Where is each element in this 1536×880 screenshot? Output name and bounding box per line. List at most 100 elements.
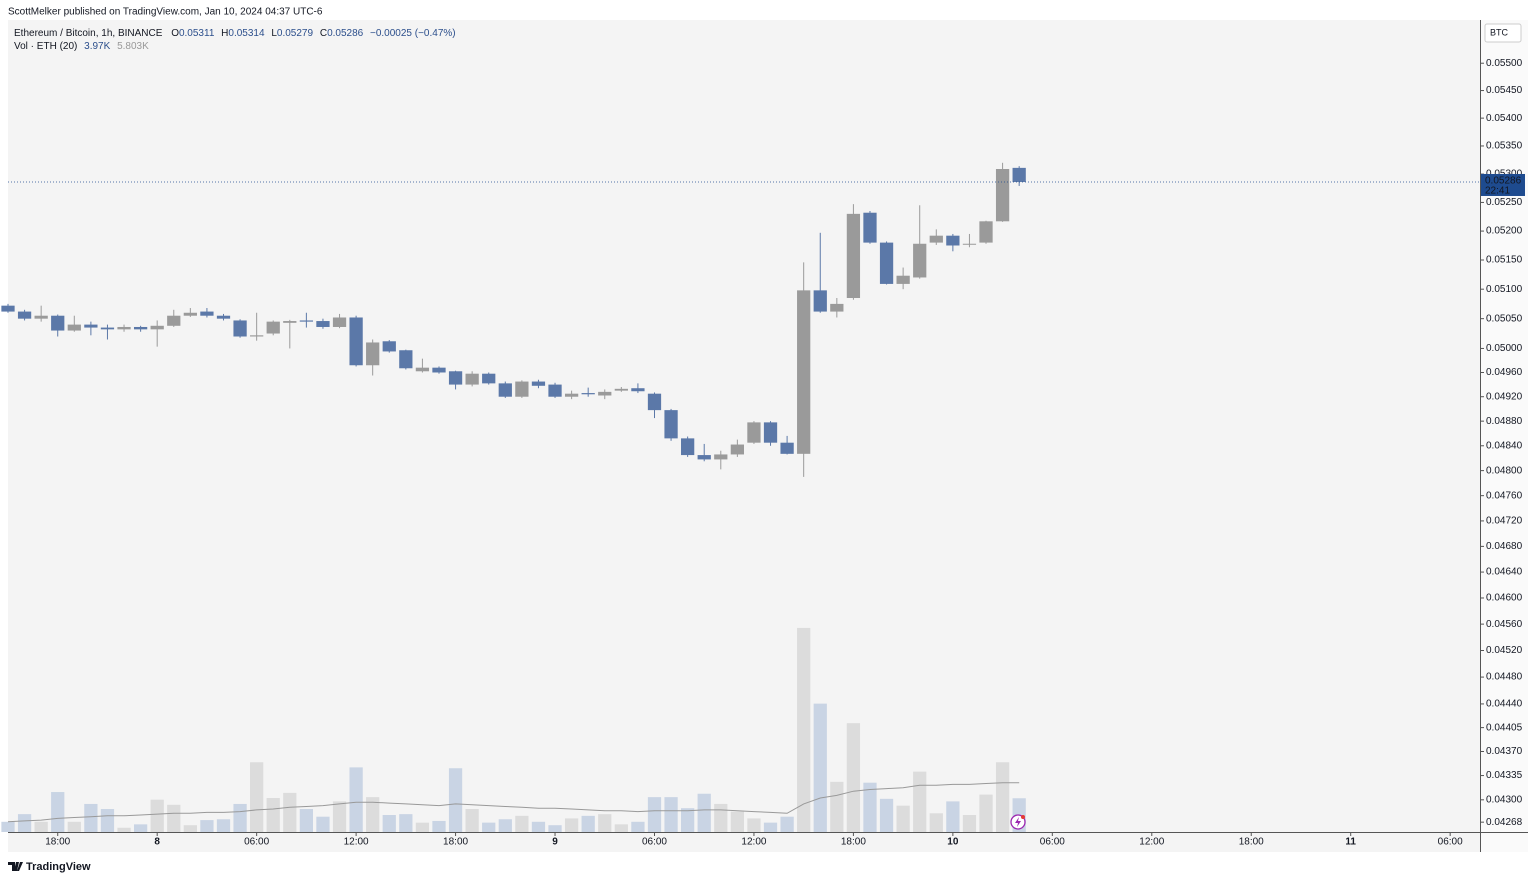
y-tick-label: 0.04960 — [1486, 367, 1523, 378]
legend-h: H — [221, 28, 228, 39]
x-tick-label: 10 — [947, 837, 959, 848]
legend: Ethereum / Bitcoin, 1h, BINANCE O0.05311… — [14, 28, 456, 39]
volume-bar — [598, 814, 612, 832]
volume-bar — [995, 762, 1010, 832]
volume-bar — [813, 703, 827, 832]
candle-body — [780, 442, 794, 454]
volume-title: Vol · ETH (20) — [14, 41, 77, 52]
y-tick-label: 0.05150 — [1486, 255, 1523, 266]
candle-body — [979, 221, 993, 243]
candle-body — [548, 384, 562, 397]
symbol-title: Ethereum / Bitcoin, 1h, BINANCE — [14, 28, 163, 39]
candle-body — [515, 381, 529, 397]
volume-bar — [51, 792, 65, 832]
candle-body — [598, 391, 612, 396]
candle-body — [498, 383, 512, 397]
candle-body — [946, 235, 960, 246]
candle-body — [200, 311, 214, 316]
candle-body — [681, 438, 695, 456]
candle-body — [51, 315, 65, 331]
volume-bar — [299, 809, 314, 832]
y-tick-label: 0.05500 — [1486, 58, 1523, 69]
volume-bar — [448, 768, 463, 832]
volume-bar — [316, 816, 330, 832]
y-tick-label: 0.04680 — [1486, 541, 1523, 552]
candle-body — [1, 305, 15, 312]
volume-bar — [399, 814, 413, 832]
legend-open: 0.05311 — [179, 28, 215, 39]
volume-bar — [465, 809, 479, 832]
candle-body — [382, 341, 396, 352]
volume-bar — [896, 805, 910, 832]
candle-body — [100, 327, 115, 330]
volume-bar — [17, 814, 32, 832]
volume-bar — [664, 797, 678, 832]
candle-body — [879, 242, 894, 284]
volume-bar — [913, 771, 927, 832]
volume-bar — [250, 762, 264, 832]
y-tick-label: 0.04840 — [1486, 440, 1523, 451]
x-tick-label: 18:00 — [1239, 837, 1264, 848]
candle-body — [448, 371, 463, 385]
last-price-label: 0.05286 — [1485, 176, 1522, 187]
volume-bar — [929, 813, 943, 832]
volume-bar — [283, 792, 297, 832]
candle-body — [664, 410, 678, 439]
y-tick-label: 0.04268 — [1486, 817, 1523, 828]
candle-body — [34, 315, 48, 319]
volume-bar — [747, 818, 761, 832]
volume-bar — [730, 811, 744, 832]
volume-bar — [167, 804, 181, 832]
candle-body — [763, 422, 778, 443]
volume-bar — [846, 723, 861, 832]
candle-body — [266, 321, 280, 334]
candle-body — [531, 381, 546, 386]
legend-l: L — [271, 28, 277, 39]
volume-bar — [946, 801, 960, 832]
y-tick-label: 0.04920 — [1486, 391, 1523, 402]
candle-body — [415, 367, 430, 372]
candle-body — [1012, 167, 1026, 182]
candle-body — [747, 422, 761, 443]
candle-body — [846, 213, 861, 299]
legend-o: O — [171, 28, 179, 39]
x-tick-label: 12:00 — [741, 837, 766, 848]
currency-label: BTC — [1490, 27, 1509, 37]
volume-bar — [67, 821, 81, 832]
volume-bar — [548, 825, 562, 832]
y-tick-label: 0.04760 — [1486, 490, 1523, 501]
y-tick-label: 0.04600 — [1486, 593, 1523, 604]
candle-body — [896, 275, 910, 284]
volume-bar — [531, 821, 546, 832]
volume-bar — [415, 822, 430, 832]
candle-body — [714, 454, 728, 460]
volume-bar — [797, 627, 811, 832]
volume-bar — [366, 797, 380, 832]
footer-logo: TradingView — [8, 861, 91, 873]
y-tick-label: 0.05050 — [1486, 313, 1523, 324]
candle-body — [863, 212, 877, 243]
candle-body — [913, 243, 927, 278]
volume-bar — [117, 827, 131, 832]
volume-bar — [482, 822, 496, 832]
x-tick-label: 12:00 — [344, 837, 369, 848]
y-tick-label: 0.04480 — [1486, 672, 1523, 683]
volume-bar — [84, 803, 98, 832]
currency-box — [1484, 23, 1522, 43]
last-price-box — [1481, 173, 1525, 196]
volume-bar — [515, 815, 529, 832]
candle-body — [84, 324, 98, 328]
y-tick-label: 0.04335 — [1486, 770, 1523, 781]
candle-body — [67, 324, 81, 331]
x-tick-label: 9 — [552, 837, 558, 848]
candle-body — [631, 388, 645, 392]
y-tick-label: 0.04880 — [1486, 416, 1523, 427]
legend-high: 0.05314 — [228, 28, 265, 39]
y-tick-label: 0.05450 — [1486, 85, 1523, 96]
volume-bar — [498, 819, 512, 832]
volume-bar — [614, 824, 628, 832]
x-tick-label: 11 — [1345, 837, 1356, 848]
candle-body — [332, 317, 347, 327]
x-tick-label: 8 — [154, 837, 160, 848]
